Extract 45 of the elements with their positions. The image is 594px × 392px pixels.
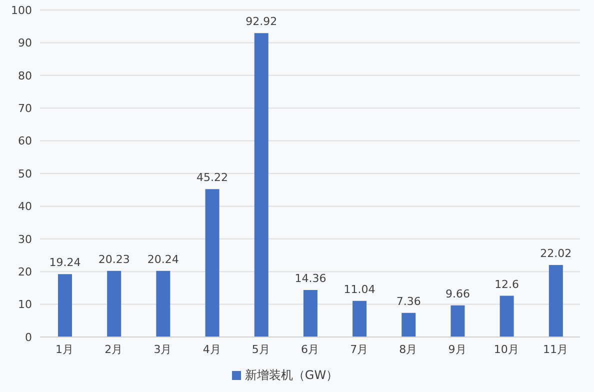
bar	[107, 270, 122, 337]
y-tick-label: 40	[18, 200, 32, 214]
y-tick-label: 100	[11, 4, 32, 17]
x-tick-label: 1月	[56, 342, 74, 356]
bar	[254, 33, 268, 337]
y-tick-label: 20	[18, 266, 32, 279]
data-label: 19.24	[49, 256, 81, 270]
data-label: 9.66	[445, 287, 470, 300]
data-label: 7.36	[396, 294, 421, 308]
bar	[402, 312, 416, 337]
y-tick-label: 0	[25, 330, 32, 344]
bar	[352, 300, 367, 337]
y-tick-label: 30	[18, 232, 32, 246]
x-tick-label: 9月	[448, 342, 466, 356]
x-tick-label: 6月	[301, 342, 319, 356]
y-tick-label: 10	[18, 298, 32, 312]
data-label: 92.92	[246, 15, 278, 28]
x-tick-label: 5月	[252, 342, 270, 356]
data-label: 20.23	[98, 252, 130, 266]
y-tick-label: 60	[18, 134, 32, 148]
x-tick-label: 3月	[154, 342, 172, 356]
x-tick-label: 4月	[202, 342, 221, 356]
x-tick-label: 11月	[542, 342, 568, 356]
legend-label: 新增装机（GW）	[244, 368, 338, 382]
x-tick-label: 10月	[494, 342, 519, 356]
data-label: 11.04	[344, 282, 376, 296]
data-label: 20.24	[147, 252, 179, 266]
data-label: 45.22	[196, 171, 228, 184]
bar	[58, 274, 72, 337]
x-tick-label: 7月	[350, 342, 368, 356]
data-label: 14.36	[294, 272, 326, 286]
y-tick-label: 50	[18, 167, 32, 180]
bar	[303, 290, 318, 337]
data-label: 12.6	[494, 278, 520, 291]
y-tick-label: 80	[18, 69, 32, 82]
bar	[500, 296, 514, 337]
bar	[205, 189, 220, 337]
x-tick-label: 2月	[104, 342, 123, 356]
data-label: 22.02	[540, 246, 572, 260]
y-tick-label: 70	[18, 102, 32, 116]
y-tick-label: 90	[18, 36, 32, 50]
bar	[548, 264, 563, 337]
x-tick-label: 8月	[399, 342, 418, 356]
bar	[156, 270, 170, 337]
bar	[450, 305, 465, 337]
